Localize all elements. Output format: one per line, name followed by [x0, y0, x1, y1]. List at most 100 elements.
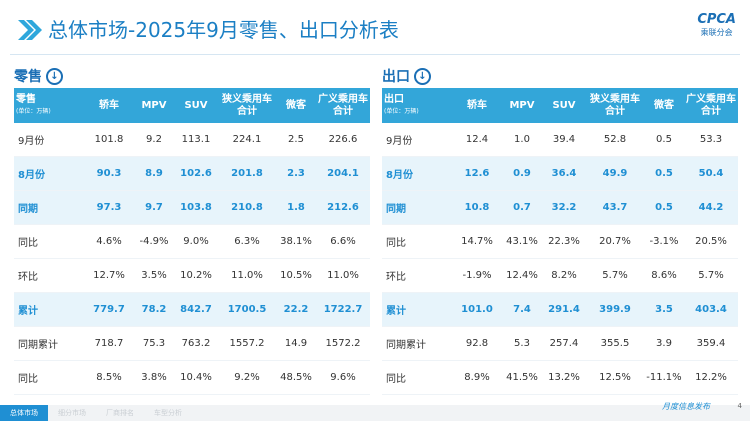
- logo-text: CPCA: [697, 12, 736, 27]
- row-label: 累计: [382, 292, 452, 327]
- cell: 359.4: [684, 326, 738, 361]
- cell: 10.4%: [174, 360, 218, 395]
- divider: [10, 54, 740, 55]
- cell: 3.5%: [134, 258, 174, 293]
- cell: 12.2%: [684, 360, 738, 395]
- footer-tab: 细分市场: [58, 409, 86, 417]
- row-label: 同期累计: [382, 326, 452, 361]
- data-row: 累计 101.0 7.4 291.4 399.9 3.5 403.4: [382, 292, 738, 327]
- cell: 3.8%: [134, 360, 174, 395]
- cell: 9.2%: [218, 360, 276, 395]
- cell: 1.8: [276, 190, 316, 225]
- column-header: 狭义乘用车合计: [218, 88, 276, 123]
- down-arrow-icon: ↓: [46, 67, 63, 85]
- cell: 97.3: [84, 190, 134, 225]
- cell: 10.5%: [276, 258, 316, 293]
- title: 总体市场-2025年9月零售、出口分析表: [48, 18, 399, 42]
- corner-label: 零售: [16, 93, 36, 105]
- cell: 12.4: [452, 123, 502, 157]
- section-title: 出口: [382, 69, 410, 85]
- unit-label: (单位：万辆): [384, 107, 419, 115]
- cell: 355.5: [586, 326, 644, 361]
- row-label: 8月份: [14, 156, 84, 191]
- cell: 13.2%: [542, 360, 586, 395]
- cell: 5.3: [502, 326, 542, 361]
- cell: 0.5: [644, 156, 684, 191]
- header-row: 零售 (单位：万辆) 轿车 MPV SUV 狭义乘用车合计 微客 广义乘用车合计: [14, 88, 370, 123]
- row-label: 同期: [14, 190, 84, 225]
- cell: -3.1%: [644, 224, 684, 259]
- row-label: 同比: [14, 360, 84, 395]
- cell: -1.9%: [452, 258, 502, 293]
- cell: 1572.2: [316, 326, 370, 361]
- row-label: 同比: [14, 224, 84, 259]
- cell: 1722.7: [316, 292, 370, 327]
- footer-note: 月度信息发布: [662, 402, 710, 411]
- cell: 291.4: [542, 292, 586, 327]
- column-header: 微客: [276, 88, 316, 123]
- data-row: 同比 14.7% 43.1% 22.3% 20.7% -3.1% 20.5%: [382, 224, 738, 259]
- cell: 12.7%: [84, 258, 134, 293]
- data-row: 同期 10.8 0.7 32.2 43.7 0.5 44.2: [382, 190, 738, 225]
- cell: 6.3%: [218, 224, 276, 259]
- cell: 32.2: [542, 190, 586, 225]
- cell: 201.8: [218, 156, 276, 191]
- column-header: 狭义乘用车合计: [586, 88, 644, 123]
- cell: 101.8: [84, 123, 134, 157]
- cell: 224.1: [218, 123, 276, 157]
- cell: 20.7%: [586, 224, 644, 259]
- cell: 8.6%: [644, 258, 684, 293]
- cell: 14.7%: [452, 224, 502, 259]
- cell: 20.5%: [684, 224, 738, 259]
- cell: 113.1: [174, 123, 218, 157]
- section-title: 零售: [14, 69, 42, 85]
- cell: 1.0: [502, 123, 542, 157]
- cell: 11.0%: [316, 258, 370, 293]
- row-label: 9月份: [14, 123, 84, 157]
- cell: 9.7: [134, 190, 174, 225]
- section-label: 出口 ↓: [382, 66, 431, 86]
- cell: 75.3: [134, 326, 174, 361]
- cell: 36.4: [542, 156, 586, 191]
- cell: 12.5%: [586, 360, 644, 395]
- footer-tab: 厂商排名: [106, 409, 134, 417]
- unit-label: (单位：万辆): [16, 107, 51, 115]
- page-number: 4: [737, 402, 742, 410]
- data-table: 出口 (单位：万辆) 轿车 MPV SUV 狭义乘用车合计 微客 广义乘用车合计 9月份 12.4…: [382, 88, 738, 395]
- data-row: 8月份 12.6 0.9 36.4 49.9 0.5 50.4: [382, 156, 738, 191]
- data-row: 累计 779.7 78.2 842.7 1700.5 22.2 1722.7: [14, 292, 370, 327]
- cell: 718.7: [84, 326, 134, 361]
- cell: 11.0%: [218, 258, 276, 293]
- cell: 101.0: [452, 292, 502, 327]
- column-header: SUV: [542, 88, 586, 123]
- data-row: 环比 12.7% 3.5% 10.2% 11.0% 10.5% 11.0%: [14, 258, 370, 293]
- footer: 总体市场 细分市场 厂商排名 车型分析: [0, 405, 750, 421]
- cell: 48.5%: [276, 360, 316, 395]
- row-label: 同期: [382, 190, 452, 225]
- cell: 38.1%: [276, 224, 316, 259]
- cell: 3.5: [644, 292, 684, 327]
- cell: 78.2: [134, 292, 174, 327]
- cell: 12.6: [452, 156, 502, 191]
- section-label: 零售 ↓: [14, 66, 63, 86]
- cell: 22.2: [276, 292, 316, 327]
- corner-label: 出口: [384, 93, 404, 105]
- cell: 103.8: [174, 190, 218, 225]
- data-row: 8月份 90.3 8.9 102.6 201.8 2.3 204.1: [14, 156, 370, 191]
- cell: 2.5: [276, 123, 316, 157]
- cell: 44.2: [684, 190, 738, 225]
- cell: 102.6: [174, 156, 218, 191]
- cell: 92.8: [452, 326, 502, 361]
- cell: 53.3: [684, 123, 738, 157]
- cell: 210.8: [218, 190, 276, 225]
- column-header: MPV: [134, 88, 174, 123]
- data-row: 同比 4.6% -4.9% 9.0% 6.3% 38.1% 6.6%: [14, 224, 370, 259]
- cell: -11.1%: [644, 360, 684, 395]
- cell: 779.7: [84, 292, 134, 327]
- cell: 399.9: [586, 292, 644, 327]
- cell: 10.8: [452, 190, 502, 225]
- corner-cell: 零售 (单位：万辆): [14, 88, 84, 123]
- data-row: 9月份 12.4 1.0 39.4 52.8 0.5 53.3: [382, 123, 738, 157]
- row-label: 8月份: [382, 156, 452, 191]
